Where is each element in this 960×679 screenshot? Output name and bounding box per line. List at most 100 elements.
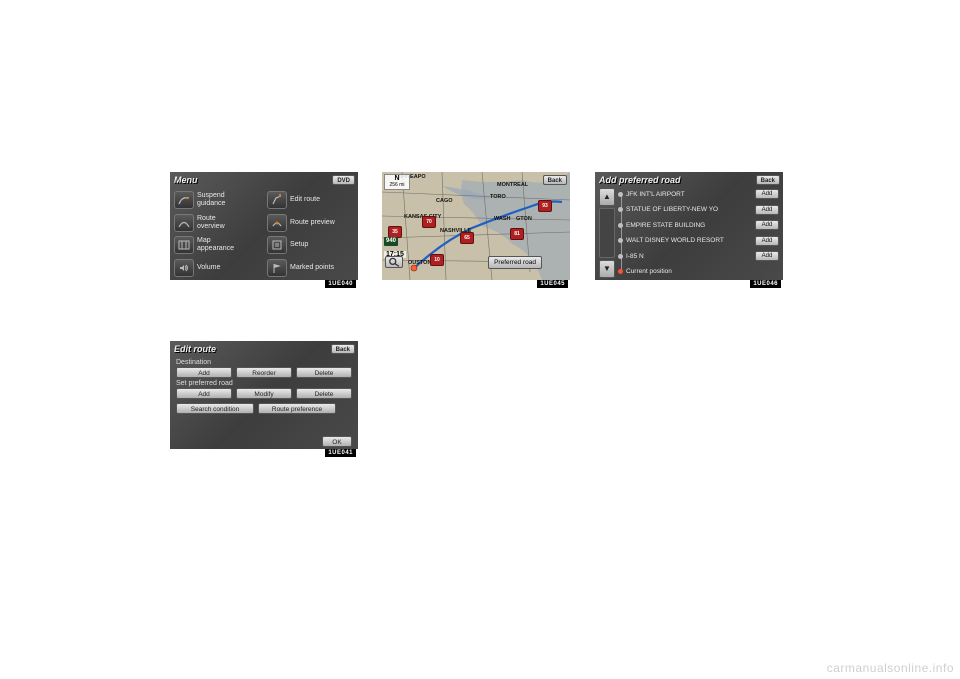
scroll-track (599, 208, 615, 258)
compass-scale[interactable]: N 256 mi (384, 174, 410, 190)
back-button[interactable]: Back (543, 175, 567, 185)
menu-grid: Suspend guidance Edit route Route overvi… (174, 190, 354, 278)
page: { "positions": { "menu": { "left": 170, … (0, 0, 960, 679)
zoom-button[interactable] (385, 256, 403, 268)
item-label: Current position (626, 268, 779, 275)
city-label: CAGO (436, 198, 453, 204)
city-label: TORO (490, 194, 506, 200)
highway-shield-icon: 93 (538, 200, 552, 212)
city-label: MONTREAL (497, 182, 528, 188)
add-button[interactable]: Add (755, 236, 779, 246)
list-item: JFK INT'L AIRPORTAdd (618, 188, 779, 200)
watermark: carmanualsonline.info (827, 661, 954, 675)
menu-item-label: Map appearance (197, 237, 234, 253)
waypoint-icon (618, 254, 623, 259)
preferred-list: JFK INT'L AIRPORTAdd STATUE OF LIBERTY-N… (618, 188, 779, 278)
waypoint-icon (618, 238, 623, 243)
menu-item-map-appearance[interactable]: Map appearance (174, 235, 261, 256)
item-label: JFK INT'L AIRPORT (626, 191, 752, 198)
menu-item-route-preview[interactable]: Route preview (267, 213, 354, 234)
eta-panel: 940 (384, 237, 398, 246)
map-appearance-icon (174, 236, 194, 254)
reorder-button[interactable]: Reorder (236, 367, 292, 378)
flag-icon (267, 259, 287, 277)
menu-item-label: Route overview (197, 215, 225, 231)
menu-item-label: Route preview (290, 219, 335, 227)
suspend-icon (174, 191, 194, 209)
preferred-row: Add Modify Delete (176, 388, 352, 399)
eta-distance: 940 (384, 237, 398, 246)
route-preference-button[interactable]: Route preference (258, 403, 336, 414)
add-destination-button[interactable]: Add (176, 367, 232, 378)
image-code: 1UE040 (325, 280, 356, 288)
menu-item-setup[interactable]: Setup (267, 235, 354, 256)
menu-item-label: Suspend guidance (197, 192, 225, 208)
ok-button[interactable]: OK (322, 436, 352, 447)
item-label: STATUE OF LIBERTY-NEW YO (626, 206, 752, 213)
delete-destination-button[interactable]: Delete (296, 367, 352, 378)
map-canvas[interactable]: MINNEAPOMONTREALCAGOTOROKANSAS CITYWASHG… (382, 172, 570, 280)
menu-item-label: Setup (290, 241, 308, 249)
bottom-row: Search condition Route preference (176, 403, 352, 414)
item-label: WALT DISNEY WORLD RESORT (626, 237, 752, 244)
editroute-body: Destination Add Reorder Delete Set prefe… (176, 357, 352, 447)
item-label: EMPIRE STATE BUILDING (626, 222, 752, 229)
delete-preferred-button[interactable]: Delete (296, 388, 352, 399)
add-button[interactable]: Add (755, 189, 779, 199)
menu-item-label: Edit route (290, 196, 320, 204)
dvd-button[interactable]: DVD (332, 175, 355, 185)
map-top-buttons: Back (543, 175, 567, 185)
setup-icon (267, 236, 287, 254)
caption-strip: 1UE041 (170, 449, 358, 457)
route-overview-icon (174, 214, 194, 232)
modify-button[interactable]: Modify (236, 388, 292, 399)
add-button[interactable]: Add (755, 251, 779, 261)
waypoint-icon (618, 207, 623, 212)
menu-item-volume[interactable]: Volume (174, 258, 261, 279)
add-preferred-button[interactable]: Add (176, 388, 232, 399)
city-label: GTON (516, 216, 532, 222)
destination-row: Add Reorder Delete (176, 367, 352, 378)
list-item: STATUE OF LIBERTY-NEW YOAdd (618, 204, 779, 216)
current-position-icon (618, 269, 623, 274)
highway-shield-icon: 70 (422, 216, 436, 228)
item-label: I-85 N (626, 253, 752, 260)
image-code: 1UE041 (325, 449, 356, 457)
waypoint-icon (618, 192, 623, 197)
screenshot-edit-route: Edit route Back Destination Add Reorder … (170, 341, 358, 457)
scroll-up-button[interactable]: ▲ (599, 188, 615, 206)
menu-item-suspend-guidance[interactable]: Suspend guidance (174, 190, 261, 211)
menu-top-buttons: DVD (332, 175, 355, 185)
menu-item-route-overview[interactable]: Route overview (174, 213, 261, 234)
menu-title: Menu (174, 175, 198, 185)
image-code: 1UE046 (750, 280, 781, 288)
screenshot-add-preferred: Add preferred road Back ▲ ▼ JFK INT'L AI… (595, 172, 783, 288)
list-item: I-85 NAdd (618, 250, 779, 262)
menu-item-label: Marked points (290, 264, 334, 272)
menu-item-marked-points[interactable]: Marked points (267, 258, 354, 279)
menu-item-edit-route[interactable]: Edit route (267, 190, 354, 211)
highway-shield-icon: 10 (430, 254, 444, 266)
add-button[interactable]: Add (755, 205, 779, 215)
editroute-title: Edit route (174, 344, 216, 354)
highway-shield-icon: 81 (510, 228, 524, 240)
search-condition-button[interactable]: Search condition (176, 403, 254, 414)
back-button[interactable]: Back (756, 175, 780, 185)
back-button[interactable]: Back (331, 344, 355, 354)
volume-icon (174, 259, 194, 277)
editroute-top-buttons: Back (331, 344, 355, 354)
preferred-road-button[interactable]: Preferred road (488, 256, 542, 269)
scroll-down-button[interactable]: ▼ (599, 260, 615, 278)
caption-strip: 1UE045 (382, 280, 570, 288)
list-item: Current position (618, 266, 779, 278)
addpref-title: Add preferred road (599, 175, 681, 185)
addpref-top-buttons: Back (756, 175, 780, 185)
add-button[interactable]: Add (755, 220, 779, 230)
menu-item-label: Volume (197, 264, 220, 272)
list-item: WALT DISNEY WORLD RESORTAdd (618, 235, 779, 247)
addpref-body: ▲ ▼ JFK INT'L AIRPORTAdd STATUE OF LIBER… (599, 188, 779, 278)
section-label-preferred: Set preferred road (176, 380, 352, 387)
section-label-destination: Destination (176, 359, 352, 366)
list-item: EMPIRE STATE BUILDINGAdd (618, 219, 779, 231)
magnifier-icon (386, 257, 402, 267)
